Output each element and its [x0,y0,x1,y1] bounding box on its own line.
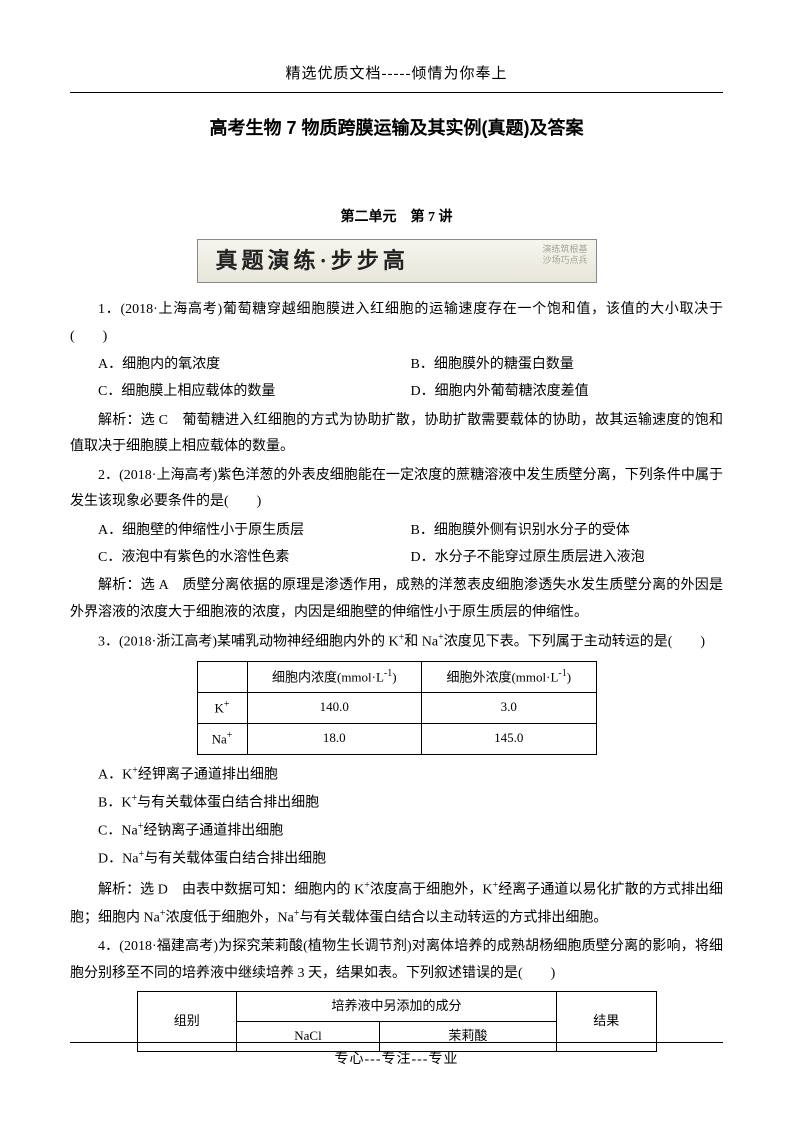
cell-out: 3.0 [422,692,596,723]
cell-ion: Na+ [197,723,247,754]
q1-opt-a: A．细胞内的氧浓度 [98,352,411,379]
q2-explanation: 解析：选 A 质壁分离依据的原理是渗透作用，成熟的洋葱表皮细胞渗透失水发生质壁分… [70,573,723,626]
q1-opt-d: D．细胞内外葡萄糖浓度差值 [411,379,724,406]
q2-stem: 2．(2018·上海高考)紫色洋葱的外表皮细胞能在一定浓度的蔗糖溶液中发生质壁分… [70,463,723,516]
text: 与有关载体蛋白结合以主动转运的方式排出细胞。 [299,911,607,926]
th-blank [197,661,247,692]
q1-opt-c: C．细胞膜上相应载体的数量 [98,379,411,406]
text: 经钠离子通道排出细胞 [143,824,283,839]
cell-in: 140.0 [247,692,421,723]
superscript: + [224,699,230,710]
banner-caption: 演练筑根基 沙场巧点兵 [542,244,587,265]
page-footer: 专心---专注---专业 [70,1042,723,1074]
document-title: 高考生物 7 物质跨膜运输及其实例(真题)及答案 [70,111,723,145]
q1-explanation: 解析：选 C 葡萄糖进入红细胞的方式为协助扩散，协助扩散需要载体的协助，故其运输… [70,408,723,461]
q3-options: A．K+经钾离子通道排出细胞 B．K+与有关载体蛋白结合排出细胞 C．Na+经钠… [70,761,723,874]
text: 浓度高于细胞外，K [370,882,493,897]
banner: 真题演练·步步高 演练筑根基 沙场巧点兵 [197,239,597,283]
section-label: 第二单元 第 7 讲 [70,205,723,232]
q3-explanation: 解析：选 D 由表中数据可知：细胞内的 K+浓度高于细胞外，K+经离子通道以易化… [70,876,723,933]
text: 和 Na [404,635,438,650]
q3-opt-c: C．Na+经钠离子通道排出细胞 [98,817,723,845]
th-add: 培养液中另添加的成分 [237,992,557,1022]
superscript: + [227,730,233,741]
text: 与有关载体蛋白结合排出细胞 [137,796,319,811]
text: 浓度低于细胞外，Na [165,911,293,926]
q1-options: A．细胞内的氧浓度 B．细胞膜外的糖蛋白数量 C．细胞膜上相应载体的数量 D．细… [70,352,723,405]
text: 与有关载体蛋白结合排出细胞 [144,852,326,867]
table-row: Na+ 18.0 145.0 [197,723,596,754]
cell-in: 18.0 [247,723,421,754]
text: 细胞外浓度(mmol·L [446,669,558,684]
text: Na [212,731,227,746]
superscript: -1 [558,668,566,679]
q3-opt-a: A．K+经钾离子通道排出细胞 [98,761,723,789]
text: D．Na [98,852,138,867]
text: 细胞内浓度(mmol·L [272,669,384,684]
q1-stem: 1．(2018·上海高考)葡萄糖穿越细胞膜进入红细胞的运输速度存在一个饱和值，该… [70,297,723,350]
q2-opt-b: B．细胞膜外侧有识别水分子的受体 [411,518,724,545]
text: B．K [98,796,131,811]
banner-caption-line: 沙场巧点兵 [542,255,587,265]
banner-caption-line: 演练筑根基 [542,244,587,254]
table-row: K+ 140.0 3.0 [197,692,596,723]
superscript: -1 [384,668,392,679]
q2-opt-c: C．液泡中有紫色的水溶性色素 [98,545,411,572]
q3-table: 细胞内浓度(mmol·L-1) 细胞外浓度(mmol·L-1) K+ 140.0… [197,661,597,755]
cell-ion: K+ [197,692,247,723]
table-row: 组别 培养液中另添加的成分 结果 [137,992,656,1022]
q2-opt-d: D．水分子不能穿过原生质层进入液泡 [411,545,724,572]
table-row: 细胞内浓度(mmol·L-1) 细胞外浓度(mmol·L-1) [197,661,596,692]
text: 浓度见下表。下列属于主动转运的是( ) [444,635,705,650]
th-in: 细胞内浓度(mmol·L-1) [247,661,421,692]
q3-opt-b: B．K+与有关载体蛋白结合排出细胞 [98,789,723,817]
text: K [215,700,224,715]
text: A．K [98,767,132,782]
q3-stem: 3．(2018·浙江高考)某哺乳动物神经细胞内外的 K+和 Na+浓度见下表。下… [70,628,723,656]
cell-out: 145.0 [422,723,596,754]
text: 经钾离子通道排出细胞 [138,767,278,782]
q2-options: A．细胞壁的伸缩性小于原生质层 B．细胞膜外侧有识别水分子的受体 C．液泡中有紫… [70,518,723,571]
banner-text: 真题演练·步步高 [198,240,409,282]
text: C．Na [98,824,138,839]
text: 解析：选 D 由表中数据可知：细胞内的 K [98,882,364,897]
q4-stem: 4．(2018·福建高考)为探究茉莉酸(植物生长调节剂)对离体培养的成熟胡杨细胞… [70,934,723,987]
th-out: 细胞外浓度(mmol·L-1) [422,661,596,692]
page-header: 精选优质文档-----倾情为你奉上 [70,60,723,93]
q3-opt-d: D．Na+与有关载体蛋白结合排出细胞 [98,845,723,873]
text: 3．(2018·浙江高考)某哺乳动物神经细胞内外的 K [98,635,399,650]
q2-opt-a: A．细胞壁的伸缩性小于原生质层 [98,518,411,545]
q1-opt-b: B．细胞膜外的糖蛋白数量 [411,352,724,379]
